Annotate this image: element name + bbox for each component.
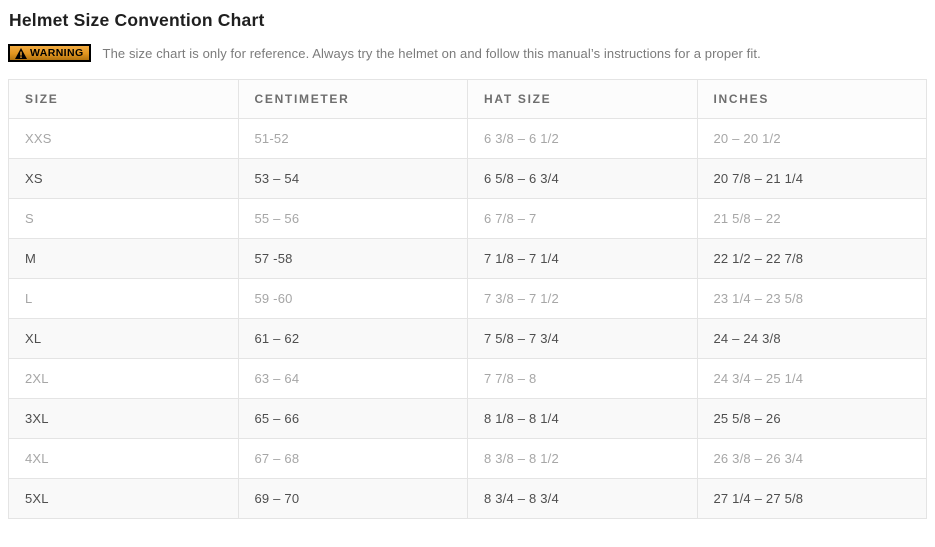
cell-size: L bbox=[8, 278, 239, 319]
cell-centimeter: 55 – 56 bbox=[237, 198, 468, 239]
cell-hat-size: 7 5/8 – 7 3/4 bbox=[467, 318, 698, 359]
cell-size: XL bbox=[8, 318, 239, 359]
size-table-head: SIZE CENTIMETER HAT SIZE INCHES bbox=[8, 79, 927, 119]
cell-hat-size: 8 3/4 – 8 3/4 bbox=[467, 478, 698, 519]
cell-inches: 21 5/8 – 22 bbox=[696, 198, 927, 239]
warning-text: The size chart is only for reference. Al… bbox=[102, 45, 761, 61]
cell-size: 3XL bbox=[8, 398, 239, 439]
column-header-centimeter: CENTIMETER bbox=[237, 79, 468, 119]
warning-row: WARNING The size chart is only for refer… bbox=[8, 44, 927, 62]
cell-hat-size: 7 1/8 – 7 1/4 bbox=[467, 238, 698, 279]
cell-inches: 24 – 24 3/8 bbox=[696, 318, 927, 359]
cell-centimeter: 57 -58 bbox=[237, 238, 468, 279]
cell-size: 2XL bbox=[8, 358, 239, 399]
cell-size: 4XL bbox=[8, 438, 239, 479]
cell-inches: 24 3/4 – 25 1/4 bbox=[696, 358, 927, 399]
cell-size: M bbox=[8, 238, 239, 279]
table-row: XXS 51-52 6 3/8 – 6 1/2 20 – 20 1/2 bbox=[8, 118, 927, 159]
cell-inches: 20 – 20 1/2 bbox=[696, 118, 927, 159]
cell-centimeter: 53 – 54 bbox=[237, 158, 468, 199]
table-row: XL 61 – 62 7 5/8 – 7 3/4 24 – 24 3/8 bbox=[8, 318, 927, 359]
cell-size: S bbox=[8, 198, 239, 239]
cell-inches: 23 1/4 – 23 5/8 bbox=[696, 278, 927, 319]
cell-inches: 20 7/8 – 21 1/4 bbox=[696, 158, 927, 199]
table-row: 3XL 65 – 66 8 1/8 – 8 1/4 25 5/8 – 26 bbox=[8, 398, 927, 439]
cell-size: XS bbox=[8, 158, 239, 199]
warning-badge: WARNING bbox=[8, 44, 91, 62]
table-row: L 59 -60 7 3/8 – 7 1/2 23 1/4 – 23 5/8 bbox=[8, 278, 927, 319]
table-row: S 55 – 56 6 7/8 – 7 21 5/8 – 22 bbox=[8, 198, 927, 239]
cell-centimeter: 59 -60 bbox=[237, 278, 468, 319]
table-row: 5XL 69 – 70 8 3/4 – 8 3/4 27 1/4 – 27 5/8 bbox=[8, 478, 927, 519]
table-row: XS 53 – 54 6 5/8 – 6 3/4 20 7/8 – 21 1/4 bbox=[8, 158, 927, 199]
size-table-body: XXS 51-52 6 3/8 – 6 1/2 20 – 20 1/2 XS 53 – 5… bbox=[8, 118, 927, 519]
size-table: SIZE CENTIMETER HAT SIZE INCHES XXS 51-52… bbox=[8, 79, 927, 519]
page-title: Helmet Size Convention Chart bbox=[9, 10, 265, 30]
cell-centimeter: 51-52 bbox=[237, 118, 468, 159]
cell-inches: 25 5/8 – 26 bbox=[696, 398, 927, 439]
cell-hat-size: 6 3/8 – 6 1/2 bbox=[467, 118, 698, 159]
cell-hat-size: 6 7/8 – 7 bbox=[467, 198, 698, 239]
table-row: 2XL 63 – 64 7 7/8 – 8 24 3/4 – 25 1/4 bbox=[8, 358, 927, 399]
cell-centimeter: 65 – 66 bbox=[237, 398, 468, 439]
column-header-inches: INCHES bbox=[696, 79, 927, 119]
cell-centimeter: 67 – 68 bbox=[237, 438, 468, 479]
cell-inches: 22 1/2 – 22 7/8 bbox=[696, 238, 927, 279]
warning-triangle-icon bbox=[15, 47, 27, 59]
cell-inches: 26 3/8 – 26 3/4 bbox=[696, 438, 927, 479]
cell-centimeter: 63 – 64 bbox=[237, 358, 468, 399]
cell-size: 5XL bbox=[8, 478, 239, 519]
warning-badge-label: WARNING bbox=[30, 47, 84, 59]
table-row: 4XL 67 – 68 8 3/8 – 8 1/2 26 3/8 – 26 3/4 bbox=[8, 438, 927, 479]
cell-inches: 27 1/4 – 27 5/8 bbox=[696, 478, 927, 519]
cell-size: XXS bbox=[8, 118, 239, 159]
table-header-row: SIZE CENTIMETER HAT SIZE INCHES bbox=[8, 79, 927, 119]
cell-hat-size: 6 5/8 – 6 3/4 bbox=[467, 158, 698, 199]
cell-hat-size: 7 7/8 – 8 bbox=[467, 358, 698, 399]
column-header-hat-size: HAT SIZE bbox=[467, 79, 698, 119]
cell-hat-size: 8 3/8 – 8 1/2 bbox=[467, 438, 698, 479]
cell-centimeter: 61 – 62 bbox=[237, 318, 468, 359]
column-header-size: SIZE bbox=[8, 79, 239, 119]
table-row: M 57 -58 7 1/8 – 7 1/4 22 1/2 – 22 7/8 bbox=[8, 238, 927, 279]
cell-hat-size: 7 3/8 – 7 1/2 bbox=[467, 278, 698, 319]
cell-hat-size: 8 1/8 – 8 1/4 bbox=[467, 398, 698, 439]
cell-centimeter: 69 – 70 bbox=[237, 478, 468, 519]
